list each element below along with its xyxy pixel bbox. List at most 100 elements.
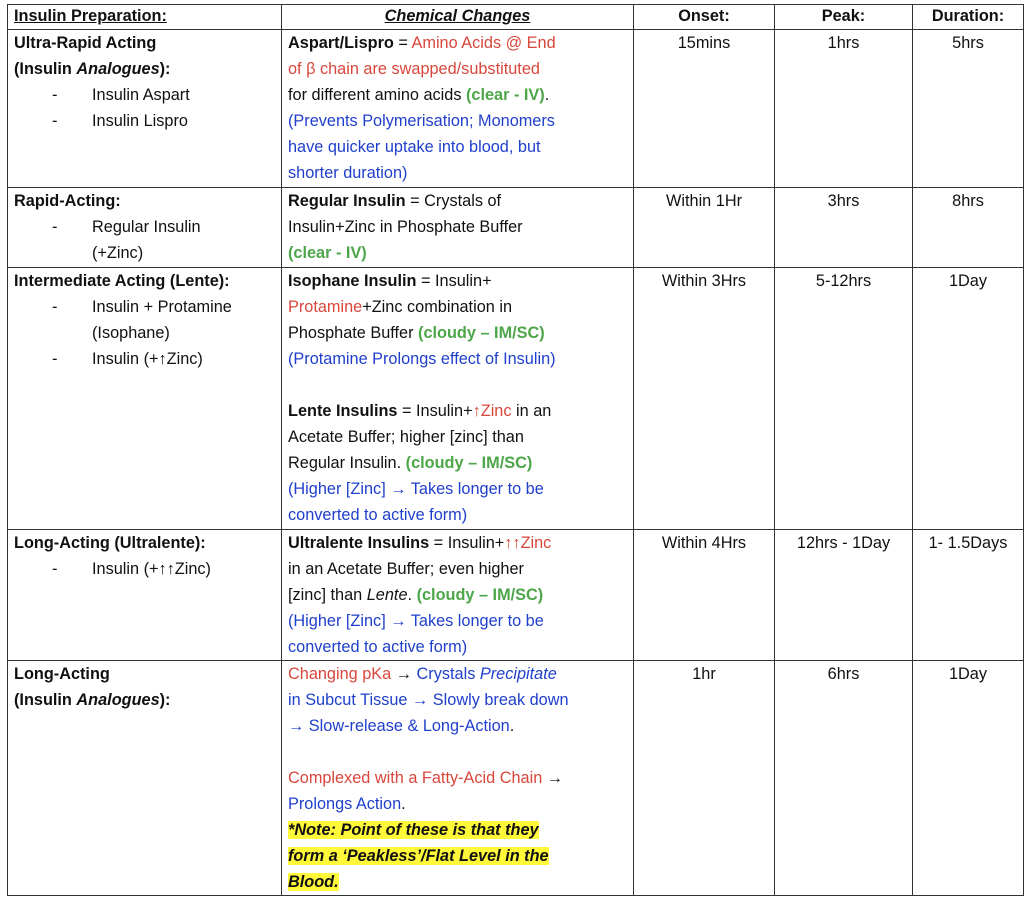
- preparation-cell: Rapid-Acting: - Regular Insulin (+Zinc): [7, 187, 282, 268]
- table-row: Intermediate Acting (Lente): - Insulin + P…: [7, 267, 1024, 530]
- duration-cell: 1- 1.5Days: [912, 529, 1024, 661]
- bullet-dash: -: [52, 86, 58, 104]
- onset-cell: Within 3Hrs: [633, 267, 775, 530]
- text-run: Long-Acting: [14, 665, 110, 683]
- text-run: for different amino acids: [288, 86, 466, 104]
- onset-cell: 1hr: [633, 660, 775, 896]
- preparation-item-text: (Isophane): [92, 324, 170, 342]
- chemical-line: Blood.: [288, 869, 627, 895]
- chemical-line: Changing pKa → Crystals Precipitate: [288, 661, 627, 687]
- text-run: Analogues: [76, 691, 160, 709]
- chemical-line: for different amino acids (clear - IV).: [288, 82, 627, 108]
- text-run: Complexed with a Fatty-Acid Chain: [288, 769, 543, 787]
- text-run: ↑↑Zinc: [504, 534, 552, 552]
- preparation-cell: Ultra-Rapid Acting (Insulin Analogues): - I…: [7, 29, 282, 188]
- preparation-item: (Isophane): [14, 320, 275, 346]
- header-chemical-changes: Chemical Changes: [281, 4, 634, 30]
- preparation-item-text: Insulin (+↑↑Zinc): [92, 560, 211, 578]
- text-run: →: [391, 665, 417, 683]
- chemical-line: (Protamine Prolongs effect of Insulin): [288, 346, 627, 372]
- bullet-dash: -: [52, 112, 58, 130]
- text-run: Lente: [366, 586, 408, 604]
- peak-cell: 5-12hrs: [774, 267, 913, 530]
- duration-cell: 1Day: [912, 660, 1024, 896]
- text-run: = Insulin+: [416, 272, 492, 290]
- duration-cell: 8hrs: [912, 187, 1024, 268]
- chemical-line: Protamine+Zinc combination in: [288, 294, 627, 320]
- chemical-line: Acetate Buffer; higher [zinc] than: [288, 424, 627, 450]
- text-run: =: [393, 34, 412, 52]
- chemical-line: Aspart/Lispro = Amino Acids @ End: [288, 30, 627, 56]
- preparation-cell: Intermediate Acting (Lente): - Insulin + P…: [7, 267, 282, 530]
- onset-cell: 15mins: [633, 29, 775, 188]
- text-run: (Higher [Zinc] → Takes longer to be: [288, 480, 544, 498]
- text-run: Analogues: [76, 60, 160, 78]
- header-preparation: Insulin Preparation:: [7, 4, 282, 30]
- chemical-line: Ultralente Insulins = Insulin+↑↑Zinc: [288, 530, 627, 556]
- text-run: converted to active form): [288, 506, 468, 524]
- text-run: Crystals: [416, 665, 480, 683]
- chemical-line: [288, 739, 627, 765]
- text-run: .: [544, 86, 550, 104]
- text-run: Insulin+Zinc in Phosphate Buffer: [288, 218, 523, 236]
- preparation-title: Long-Acting: [14, 661, 275, 687]
- duration-cell: 1Day: [912, 267, 1024, 530]
- insulin-preparations-table: Insulin Preparation: Chemical Changes On…: [7, 4, 1024, 896]
- chemical-line: shorter duration): [288, 160, 627, 186]
- bullet-dash: -: [52, 218, 58, 236]
- text-run: Blood.: [288, 873, 339, 891]
- header-duration: Duration:: [912, 4, 1024, 30]
- text-run: converted to active form): [288, 638, 468, 656]
- text-run: in Subcut Tissue → Slowly break down: [288, 691, 569, 709]
- preparation-item-text: (+Zinc): [92, 244, 144, 262]
- chemical-line: Phosphate Buffer (cloudy – IM/SC): [288, 320, 627, 346]
- bullet-dash: -: [52, 560, 58, 578]
- chemical-line: (Prevents Polymerisation; Monomers: [288, 108, 627, 134]
- preparation-item-text: Regular Insulin: [92, 218, 201, 236]
- text-run: (clear - IV): [465, 86, 545, 104]
- chemical-line: of β chain are swapped/substituted: [288, 56, 627, 82]
- header-peak: Peak:: [774, 4, 913, 30]
- bullet-dash: -: [52, 350, 58, 368]
- text-run: form a ‘Peakless’/Flat Level in the: [288, 847, 549, 865]
- peak-cell: 3hrs: [774, 187, 913, 268]
- text-run: in an: [511, 402, 552, 420]
- preparation-item-text: Insulin Aspart: [92, 86, 190, 104]
- chemical-line: (clear - IV): [288, 240, 627, 266]
- text-run: (Insulin: [14, 60, 77, 78]
- text-run: → Slow-release & Long-Action: [288, 717, 510, 735]
- text-run: (Insulin: [14, 691, 77, 709]
- text-run: (cloudy – IM/SC): [416, 586, 544, 604]
- chemical-line: Isophane Insulin = Insulin+: [288, 268, 627, 294]
- text-run: Changing pKa: [288, 665, 392, 683]
- chemical-changes-cell: Changing pKa → Crystals Precipitate in Su…: [281, 660, 634, 896]
- preparation-item: - Insulin (+↑Zinc): [14, 346, 275, 372]
- bullet-dash: -: [52, 298, 58, 316]
- onset-cell: Within 4Hrs: [633, 529, 775, 661]
- text-run: = Crystals of: [405, 192, 502, 210]
- text-run: Ultralente Insulins: [288, 534, 430, 552]
- preparation-title: Ultra-Rapid Acting: [14, 30, 275, 56]
- chemical-line: [zinc] than Lente. (cloudy – IM/SC): [288, 582, 627, 608]
- preparation-title: Long-Acting (Ultralente):: [14, 530, 275, 556]
- table-row: Ultra-Rapid Acting (Insulin Analogues): - I…: [7, 29, 1024, 188]
- chemical-line: form a ‘Peakless’/Flat Level in the: [288, 843, 627, 869]
- text-run: of β chain are swapped/substituted: [288, 60, 540, 78]
- text-run: .: [509, 717, 515, 735]
- chemical-changes-cell: Isophane Insulin = Insulin+ Protamine+Zin…: [281, 267, 634, 530]
- chemical-line: (Higher [Zinc] → Takes longer to be: [288, 608, 627, 634]
- preparation-item: - Insulin Aspart: [14, 82, 275, 108]
- header-row: Insulin Preparation: Chemical Changes On…: [7, 4, 1024, 30]
- text-run: →: [542, 769, 564, 787]
- duration-cell: 5hrs: [912, 29, 1024, 188]
- peak-cell: 1hrs: [774, 29, 913, 188]
- text-run: ):: [159, 60, 171, 78]
- chemical-line: Prolongs Action.: [288, 791, 627, 817]
- text-run: have quicker uptake into blood, but: [288, 138, 541, 156]
- preparation-cell: Long-Acting (Ultralente): - Insulin (+↑↑Zi…: [7, 529, 282, 661]
- chemical-line: converted to active form): [288, 502, 627, 528]
- preparation-cell: Long-Acting (Insulin Analogues):: [7, 660, 282, 896]
- text-run: (Protamine Prolongs effect of Insulin): [288, 350, 556, 368]
- chemical-line: Insulin+Zinc in Phosphate Buffer: [288, 214, 627, 240]
- preparation-item: - Regular Insulin: [14, 214, 275, 240]
